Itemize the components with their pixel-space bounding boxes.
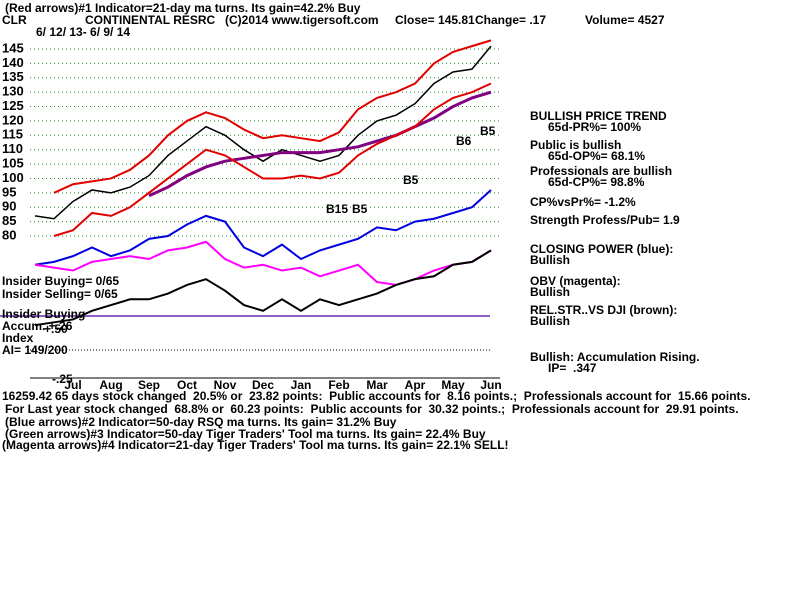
side-note: Bullish [530,253,570,267]
header-text: Close= 145.81 [395,13,475,27]
y-tick-label: 115 [2,127,23,142]
side-note: Strength Profess/Pub= 1.9 [530,213,680,227]
y-tick-label: 100 [2,170,24,185]
y-tick-label: 145 [2,40,24,55]
y-tick-label: 80 [2,227,16,242]
panel-label: Insider Selling= 0/65 [2,287,118,301]
series-line [53,82,492,237]
y-tick-label: 95 [2,184,16,199]
side-note: CP%vsPr%= -1.2% [530,195,636,209]
panel-label: Index [2,331,34,345]
panel-label: +.50 [44,322,68,336]
series-line [53,39,492,194]
x-tick-label: Nov [214,378,237,392]
y-tick-label: 105 [2,156,24,171]
annotation: B15 [326,202,348,216]
y-tick-label: 85 [2,213,16,228]
header-text: (C)2014 www.tigersoft.com [225,13,379,27]
header-text: CLR [2,13,27,27]
side-note: 65d-CP%= 98.8% [548,175,645,189]
panel-label: Insider Buying [2,307,85,321]
side-note: OBV (magenta): [530,274,621,288]
y-tick-label: 110 [2,141,23,156]
panel-label: Accum. +.26 [2,319,73,333]
footer-text: (Blue arrows)#2 Indicator=50-day RSQ ma … [5,415,397,429]
x-tick-label: May [441,378,465,392]
header-text: 6/ 12/ 13- 6/ 9/ 14 [36,25,130,39]
header-text: CONTINENTAL RESRC [85,13,216,27]
footer-text: (Green arrows)#3 Indicator=50-day Tiger … [5,427,486,441]
annotation: B5 [480,124,496,138]
footer-text: 16259.42 [2,389,52,403]
x-tick-label: Sep [138,378,160,392]
y-tick-label: 140 [2,55,24,70]
panel-label: AI= 149/200 [2,343,68,357]
side-note: Public is bullish [530,138,621,152]
side-note: Bullish: Accumulation Rising. [530,350,700,364]
series-line [34,45,492,220]
header-text: Change= .17 [475,13,546,27]
x-tick-label: Dec [252,378,274,392]
annotation: B5 [403,173,419,187]
panel-label: -.25 [52,372,73,386]
side-note: IP= .347 [548,361,597,375]
x-tick-label: Jan [291,378,312,392]
series-line [34,189,492,266]
panel-label: Insider Buying= 0/65 [2,274,119,288]
annotation: B5 [352,202,368,216]
y-tick-label: 90 [2,199,16,214]
side-note: 65d-OP%= 68.1% [548,149,645,163]
x-tick-label: Aug [99,378,122,392]
y-tick-label: 130 [2,84,24,99]
x-tick-label: Jun [480,378,501,392]
x-tick-label: Mar [366,378,388,392]
x-tick-label: Feb [328,378,349,392]
series-line [148,90,492,198]
side-note: REL.STR..VS DJI (brown): [530,303,677,317]
x-tick-label: Apr [405,378,426,392]
header-text: Volume= 4527 [585,13,665,27]
side-note: 65d-PR%= 100% [548,120,641,134]
series-line [34,249,492,327]
x-tick-label: Oct [177,378,197,392]
side-note: Bullish [530,285,570,299]
footer-text: 65 days stock changed 20.5% or 23.82 poi… [55,389,751,403]
side-note: Bullish [530,314,570,328]
side-note: BULLISH PRICE TREND [530,109,667,123]
y-tick-label: 135 [2,69,24,84]
y-tick-label: 120 [2,112,24,127]
x-tick-label: Jul [64,378,81,392]
footer-text: For Last year stock changed 68.8% or 60.… [5,402,739,416]
y-tick-label: 125 [2,98,24,113]
header-text: (Red arrows)#1 Indicator=21-day ma turns… [5,1,361,15]
side-note: Professionals are bullish [530,164,672,178]
side-note: CLOSING POWER (blue): [530,242,673,256]
annotation: B6 [456,134,472,148]
footer-text: (Magenta arrows)#4 Indicator=21-day Tige… [2,438,509,452]
